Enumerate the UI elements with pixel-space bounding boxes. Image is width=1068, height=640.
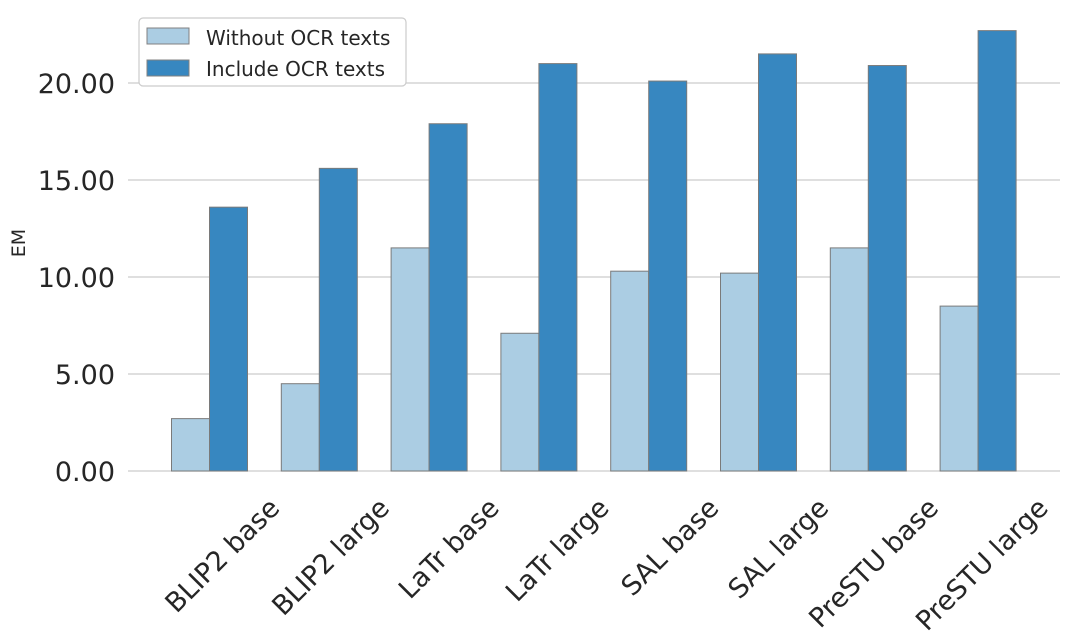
bar-include-ocr — [977, 30, 1017, 472]
y-tick-labels: 0.00 5.00 10.00 15.00 20.00 — [38, 69, 115, 488]
legend-label-include-ocr: Include OCR texts — [206, 57, 385, 81]
bar-without-ocr — [939, 305, 979, 472]
y-axis-label: EM — [8, 229, 30, 257]
legend-frame — [138, 17, 407, 87]
bar-without-ocr — [720, 272, 759, 472]
bar-without-ocr — [610, 270, 650, 472]
y-tick-label: 0.00 — [55, 457, 115, 488]
bar-without-ocr — [500, 332, 540, 472]
legend: Without OCR texts Include OCR texts — [138, 17, 407, 87]
x-tick-label: BLIP2 large — [266, 493, 395, 622]
bar-without-ocr — [829, 247, 869, 472]
x-tick-label: LaTr large — [500, 493, 615, 608]
y-tick-label: 5.00 — [55, 360, 115, 391]
y-tick-label: 20.00 — [38, 69, 115, 100]
bars-layer — [171, 30, 1017, 472]
bar-include-ocr — [209, 206, 248, 472]
grid-layer — [128, 82, 1060, 472]
bar-without-ocr — [171, 418, 210, 472]
bar-without-ocr — [280, 383, 320, 472]
bar-without-ocr — [390, 247, 430, 472]
bar-include-ocr — [428, 123, 468, 472]
legend-label-without-ocr: Without OCR texts — [206, 26, 390, 50]
x-tick-label: LaTr base — [393, 493, 506, 606]
legend-swatch-include-ocr — [146, 59, 190, 77]
x-tick-label: SAL base — [616, 493, 726, 603]
legend-swatch-without-ocr — [146, 27, 190, 45]
bar-include-ocr — [867, 65, 907, 472]
bar-include-ocr — [648, 80, 688, 472]
y-tick-label: 10.00 — [38, 263, 115, 294]
bar-include-ocr — [318, 167, 358, 472]
y-tick-label: 15.00 — [38, 166, 115, 197]
x-tick-label: SAL large — [722, 493, 835, 606]
bar-include-ocr — [758, 53, 797, 472]
bar-include-ocr — [538, 63, 578, 472]
